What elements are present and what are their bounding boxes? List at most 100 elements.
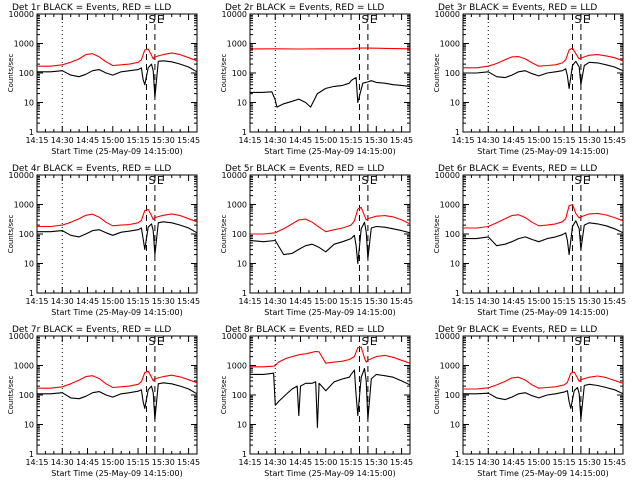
y-axis-label: Counts/sec bbox=[220, 215, 228, 254]
y-axis-label: Counts/sec bbox=[7, 54, 15, 93]
x-tick-label: 14:30 bbox=[51, 136, 74, 145]
x-tick-label: 15:30 bbox=[365, 297, 388, 306]
y-tick-label: 100 bbox=[232, 230, 247, 239]
x-tick-label: 15:00 bbox=[101, 458, 124, 467]
lld-series-line bbox=[250, 346, 411, 368]
x-tick-label: 15:45 bbox=[177, 136, 200, 145]
plot-frame bbox=[249, 13, 411, 133]
lld-series-line bbox=[37, 208, 198, 228]
y-tick-label: 10000 bbox=[9, 332, 34, 341]
panel-title: Det 9r BLACK = Events, RED = LLD bbox=[438, 325, 597, 335]
y-axis-label: Counts/sec bbox=[220, 54, 228, 93]
plot-frame bbox=[462, 335, 624, 455]
panel-det-2r: Det 2r BLACK = Events, RED = LLD 1 10 100 10… bbox=[220, 3, 413, 156]
x-tick-label: 14:45 bbox=[502, 297, 525, 306]
y-tick-label: 10000 bbox=[222, 332, 247, 341]
y-axis-label: Counts/sec bbox=[7, 215, 15, 254]
x-tick-label: 14:30 bbox=[264, 136, 287, 145]
lld-series-line bbox=[249, 47, 411, 50]
panel-title: Det 5r BLACK = Events, RED = LLD bbox=[225, 164, 384, 174]
y-tick-label: 1 bbox=[455, 128, 460, 137]
x-tick-label: 14:45 bbox=[76, 297, 99, 306]
y-axis-label: Counts/sec bbox=[433, 54, 441, 93]
y-tick-label: 1 bbox=[242, 128, 247, 137]
lld-series-line bbox=[250, 206, 411, 235]
y-tick-label: 1000 bbox=[14, 40, 34, 49]
y-tick-label: 10000 bbox=[435, 171, 460, 180]
x-tick-label: 15:45 bbox=[390, 458, 413, 467]
x-tick-label: 14:30 bbox=[477, 297, 500, 306]
x-tick-label: 15:30 bbox=[152, 458, 175, 467]
time-marker-label: E bbox=[157, 335, 164, 348]
y-tick-label: 100 bbox=[19, 391, 34, 400]
y-tick-label: 10000 bbox=[435, 332, 460, 341]
y-tick-label: 100 bbox=[445, 69, 460, 78]
x-tick-label: 14:15 bbox=[451, 458, 474, 467]
y-tick-label: 10 bbox=[24, 260, 34, 269]
x-tick-label: 14:45 bbox=[502, 458, 525, 467]
x-tick-label: 15:00 bbox=[101, 136, 124, 145]
panel-det-6r: Det 6r BLACK = Events, RED = LLD 1 10 100 10… bbox=[433, 164, 626, 317]
x-tick-label: 15:45 bbox=[177, 297, 200, 306]
x-axis-label: Start Time (25-May-09 14:15:00) bbox=[477, 147, 608, 156]
x-tick-label: 14:45 bbox=[289, 136, 312, 145]
plot-frame bbox=[462, 13, 624, 133]
y-axis-label: Counts/sec bbox=[220, 376, 228, 415]
x-tick-label: 15:00 bbox=[314, 297, 337, 306]
x-tick-label: 15:15 bbox=[553, 458, 576, 467]
x-tick-label: 15:45 bbox=[390, 297, 413, 306]
time-marker-label: S bbox=[574, 13, 581, 26]
x-tick-label: 15:00 bbox=[314, 458, 337, 467]
x-tick-label: 15:30 bbox=[365, 136, 388, 145]
panel-det-8r: Det 8r BLACK = Events, RED = LLD 1 10 100 10… bbox=[220, 325, 413, 478]
x-tick-label: 15:45 bbox=[177, 458, 200, 467]
y-tick-label: 1000 bbox=[440, 362, 460, 371]
x-tick-label: 15:30 bbox=[578, 297, 601, 306]
time-marker-label: S bbox=[148, 174, 155, 187]
panel-title: Det 7r BLACK = Events, RED = LLD bbox=[12, 325, 171, 335]
y-tick-label: 10 bbox=[237, 421, 247, 430]
y-tick-label: 10 bbox=[237, 260, 247, 269]
panel-det-4r: Det 4r BLACK = Events, RED = LLD 1 10 100 10… bbox=[7, 164, 200, 317]
x-tick-label: 15:30 bbox=[152, 136, 175, 145]
y-tick-label: 1 bbox=[29, 128, 34, 137]
x-tick-label: 14:15 bbox=[238, 458, 261, 467]
y-tick-label: 10 bbox=[450, 99, 460, 108]
time-marker-label: E bbox=[157, 174, 164, 187]
x-tick-label: 15:45 bbox=[603, 297, 626, 306]
time-marker-label: S bbox=[361, 174, 368, 187]
x-tick-label: 14:45 bbox=[289, 297, 312, 306]
time-marker-label: E bbox=[370, 174, 377, 187]
x-tick-label: 15:00 bbox=[314, 136, 337, 145]
panel-title: Det 4r BLACK = Events, RED = LLD bbox=[12, 164, 171, 174]
x-axis-label: Start Time (25-May-09 14:15:00) bbox=[264, 308, 395, 317]
panel-det-3r: Det 3r BLACK = Events, RED = LLD 1 10 100 10… bbox=[433, 3, 626, 156]
x-tick-label: 14:15 bbox=[25, 297, 48, 306]
time-marker-label: S bbox=[148, 335, 155, 348]
x-axis-label: Start Time (25-May-09 14:15:00) bbox=[264, 469, 395, 478]
x-tick-label: 15:30 bbox=[152, 297, 175, 306]
time-marker-label: E bbox=[583, 174, 590, 187]
x-tick-label: 14:30 bbox=[51, 297, 74, 306]
x-tick-label: 14:45 bbox=[76, 136, 99, 145]
y-tick-label: 10 bbox=[450, 421, 460, 430]
x-tick-label: 15:15 bbox=[553, 297, 576, 306]
y-tick-label: 10 bbox=[24, 421, 34, 430]
y-tick-label: 10000 bbox=[435, 10, 460, 19]
events-series-line bbox=[250, 77, 411, 108]
x-tick-label: 15:45 bbox=[390, 136, 413, 145]
x-tick-label: 15:15 bbox=[127, 136, 150, 145]
lld-series-line bbox=[37, 48, 198, 67]
plot-frame bbox=[462, 174, 624, 294]
x-tick-label: 14:30 bbox=[264, 297, 287, 306]
lld-series-line bbox=[463, 47, 624, 69]
panel-det-7r: Det 7r BLACK = Events, RED = LLD 1 10 100 10… bbox=[7, 325, 200, 478]
y-tick-label: 100 bbox=[445, 391, 460, 400]
time-marker-label: E bbox=[157, 13, 164, 26]
y-tick-label: 1 bbox=[29, 450, 34, 459]
x-tick-label: 15:00 bbox=[527, 458, 550, 467]
x-axis-label: Start Time (25-May-09 14:15:00) bbox=[51, 469, 182, 478]
time-marker-label: E bbox=[370, 13, 377, 26]
x-tick-label: 14:30 bbox=[264, 458, 287, 467]
lld-series-line bbox=[463, 203, 624, 229]
